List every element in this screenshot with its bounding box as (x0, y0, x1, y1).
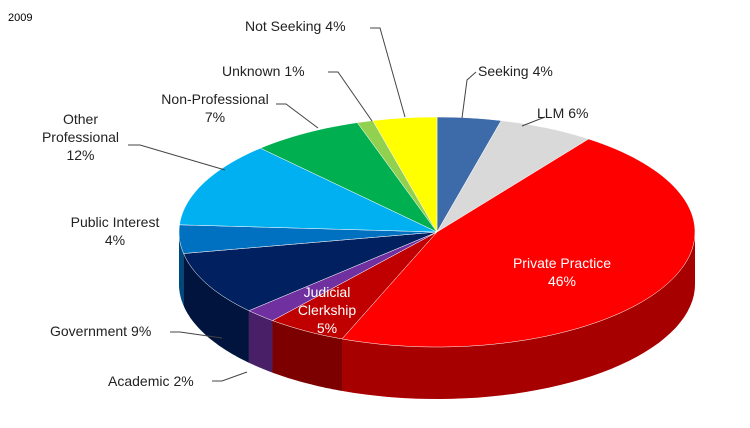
value-label: 5% (316, 320, 338, 336)
side-shade (248, 310, 273, 373)
value-label: 9% (131, 323, 152, 339)
category-label: Judicial Clerkship (297, 284, 357, 318)
leader-line (276, 103, 319, 129)
category-label: LLM (537, 105, 565, 121)
value-label: 1% (284, 63, 305, 79)
category-label: Other Professional (41, 111, 120, 145)
slice (341, 138, 696, 348)
side-shade (272, 320, 342, 391)
leader-line (212, 371, 248, 382)
value-label: 4% (325, 18, 346, 34)
slice-side (179, 232, 184, 306)
chart-title: 2009 (8, 12, 33, 24)
slice-side (342, 232, 695, 399)
leader-line (128, 144, 226, 171)
leader-line (370, 27, 406, 118)
value-label: 46% (547, 273, 577, 289)
slice (178, 224, 438, 254)
slice-label: Unknown 1% (222, 62, 305, 80)
slice (436, 120, 590, 233)
slice (183, 231, 438, 311)
slice-label: Judicial Clerkship 5% (287, 283, 367, 337)
slice-label: Not Seeking 4% (245, 17, 346, 35)
slice-label: LLM 6% (537, 104, 588, 122)
leader-line (328, 71, 373, 122)
slice-label: Public Interest 4% (45, 213, 185, 249)
slice-label: Non-Professional 7% (140, 90, 290, 126)
category-label: Academic (108, 373, 170, 389)
category-label: Seeking (478, 63, 529, 79)
category-label: Unknown (222, 63, 281, 79)
slice (372, 116, 438, 233)
side-shade (183, 253, 249, 363)
slice-side (248, 310, 273, 373)
leader-line (170, 331, 223, 339)
slice-side (183, 253, 249, 363)
slice (179, 147, 438, 233)
value-label: 12% (66, 147, 95, 163)
category-label: Non-Professional (161, 91, 269, 107)
slice (436, 116, 502, 233)
category-label: Not Seeking (245, 18, 322, 34)
slice-label: Academic 2% (108, 372, 194, 390)
slice (259, 122, 438, 233)
value-label: 7% (204, 109, 226, 125)
leader-line (521, 116, 546, 127)
value-label: 4% (532, 63, 553, 79)
value-label: 4% (104, 232, 126, 248)
slice (271, 231, 438, 340)
slice-label: Seeking 4% (478, 62, 553, 80)
side-shade (179, 232, 184, 306)
slice-label: Private Practice 46% (492, 254, 632, 290)
value-label: 2% (173, 373, 194, 389)
slice-label: Government 9% (50, 322, 151, 340)
slice-label: Other Professional 12% (28, 110, 133, 164)
leader-line (461, 71, 477, 119)
category-label: Government (50, 323, 128, 339)
side-shade (342, 232, 695, 399)
value-label: 6% (568, 105, 589, 121)
category-label: Public Interest (70, 214, 160, 230)
slice-side (272, 320, 342, 391)
category-label: Private Practice (512, 255, 612, 271)
